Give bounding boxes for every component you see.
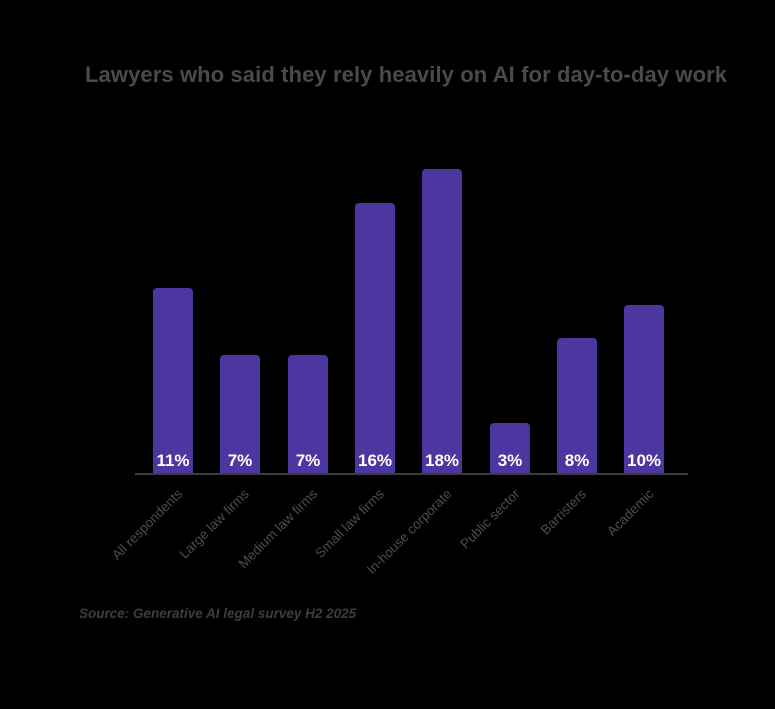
x-axis-label-barristers: Barristers bbox=[537, 486, 590, 538]
bar-value-label: 11% bbox=[156, 451, 190, 470]
bar-all-respondents: 11% bbox=[153, 288, 193, 474]
source-note: Source: Generative AI legal survey H2 20… bbox=[79, 606, 357, 621]
bar-medium-law-firms: 7% bbox=[288, 355, 328, 474]
bar-value-label: 18% bbox=[424, 451, 460, 470]
bar-academic: 10% bbox=[624, 305, 664, 474]
bar-value-label: 16% bbox=[357, 451, 393, 470]
bar-value-label: 7% bbox=[295, 451, 321, 470]
x-axis-label-all-respondents: All respondents bbox=[108, 486, 186, 563]
x-axis-label-large-law-firms: Large law firms bbox=[176, 486, 253, 562]
bar-value-label: 7% bbox=[227, 451, 253, 470]
bar-value-label: 8% bbox=[564, 451, 590, 470]
bar-in-house-corporate: 18% bbox=[422, 169, 462, 474]
x-axis-label-small-law-firms: Small law firms bbox=[312, 486, 388, 561]
bar-small-law-firms: 16% bbox=[355, 203, 395, 474]
bar-value-label: 3% bbox=[497, 451, 523, 470]
bar-value-label: 10% bbox=[626, 451, 662, 470]
bar-barristers: 8% bbox=[557, 338, 597, 474]
chart-title: Lawyers who said they rely heavily on AI… bbox=[85, 62, 728, 87]
x-axis-line bbox=[135, 473, 688, 475]
x-axis-label-public-sector: Public sector bbox=[457, 486, 523, 552]
x-axis-label-academic: Academic bbox=[603, 486, 657, 539]
bar-public-sector: 3% bbox=[490, 423, 530, 474]
bar-large-law-firms: 7% bbox=[220, 355, 260, 474]
